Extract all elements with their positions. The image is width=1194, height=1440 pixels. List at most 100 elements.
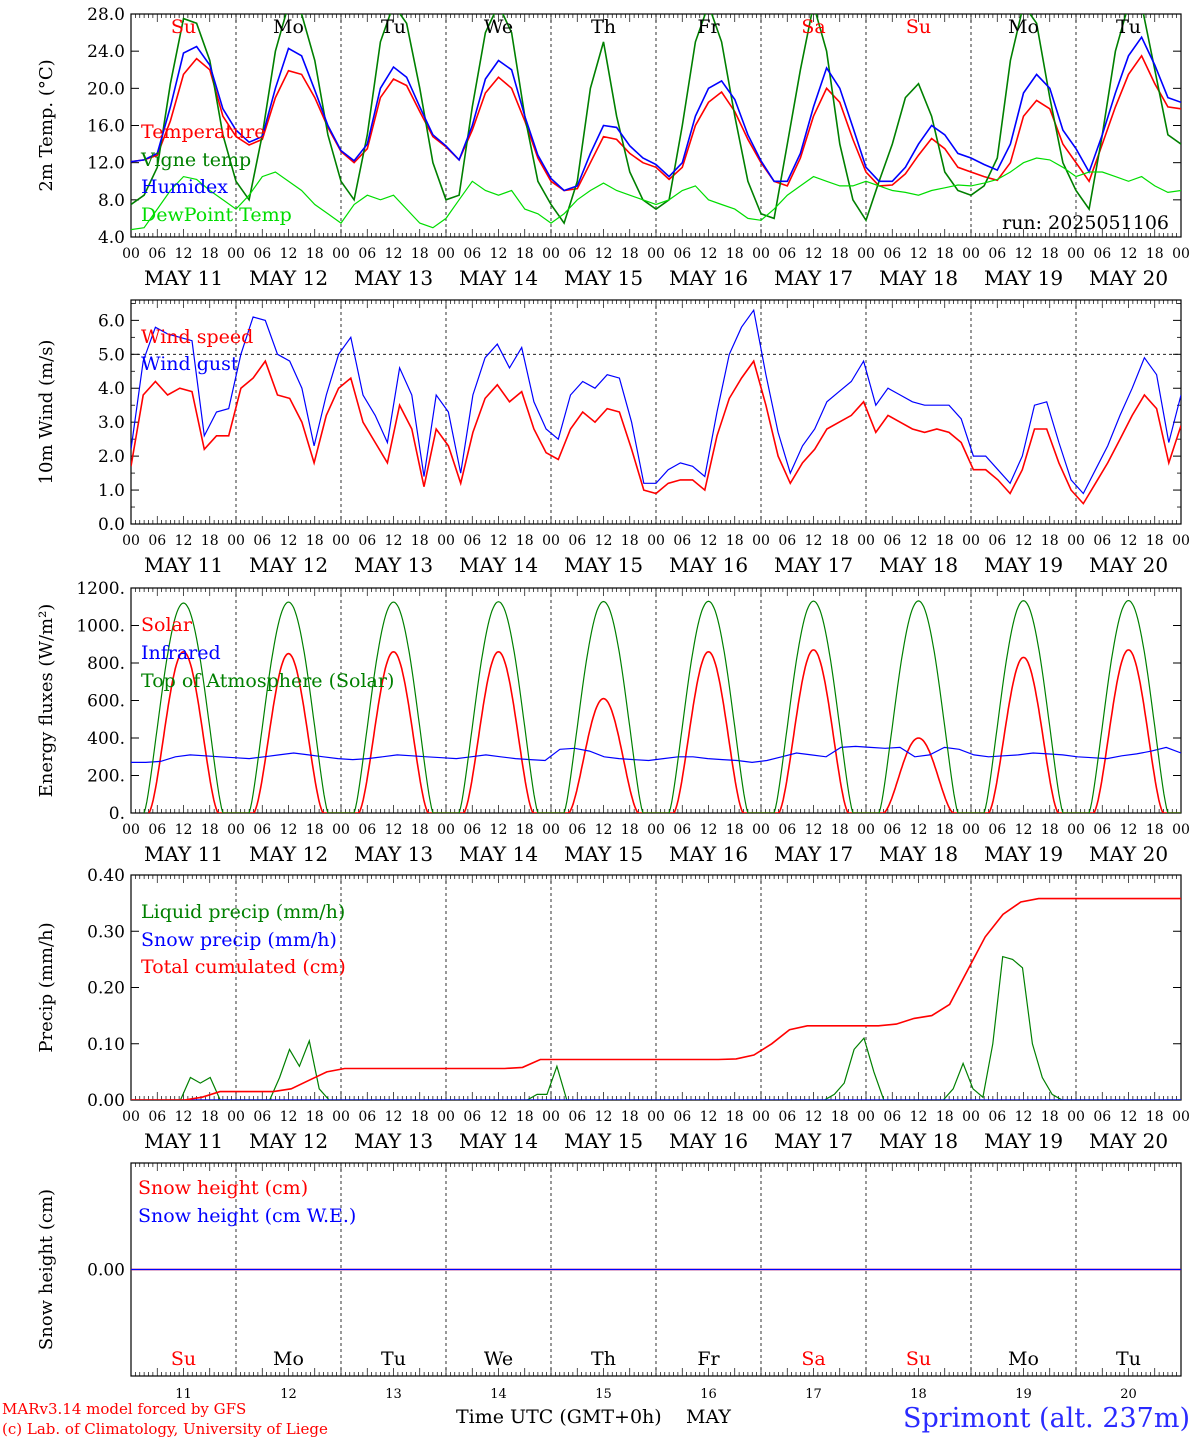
weekday-label: Mo <box>1008 1348 1039 1370</box>
weekday-label: Su <box>906 1348 931 1370</box>
weekday-label: Sa <box>801 16 825 38</box>
hour-label: 18 <box>201 533 219 549</box>
hour-label: 12 <box>385 246 403 262</box>
hour-label: 12 <box>910 246 928 262</box>
legend-entry: Total cumulated (cm) <box>141 956 346 978</box>
date-label: MAY 12 <box>249 553 328 577</box>
hour-label: 12 <box>595 246 613 262</box>
weekday-label: We <box>484 1348 513 1370</box>
day-number: 19 <box>1015 1387 1032 1402</box>
day-number: 13 <box>385 1387 402 1402</box>
hour-label: 18 <box>726 246 744 262</box>
hour-label: 12 <box>1120 246 1138 262</box>
y-tick-label: 0.0 <box>98 515 125 535</box>
hour-label: 12 <box>1015 822 1033 838</box>
hour-label: 18 <box>1146 533 1164 549</box>
hour-label: 18 <box>936 246 954 262</box>
date-label: MAY 20 <box>1089 266 1168 290</box>
hour-label: 06 <box>253 533 271 549</box>
series-group <box>131 308 1181 505</box>
date-label: MAY 18 <box>879 553 958 577</box>
hour-label: 18 <box>201 822 219 838</box>
hour-label: 12 <box>595 533 613 549</box>
hour-label: 00 <box>122 1109 140 1125</box>
date-label: MAY 19 <box>984 842 1063 866</box>
hour-label: 00 <box>647 822 665 838</box>
weekday-label: Fr <box>697 1348 720 1370</box>
hour-label: 18 <box>516 1109 534 1125</box>
hour-label: 12 <box>910 822 928 838</box>
y-tick-label: 2.0 <box>98 447 125 467</box>
hour-label: 18 <box>621 533 639 549</box>
hour-label: 06 <box>988 533 1006 549</box>
y-axis-title: Energy fluxes (W/m²) <box>36 604 57 798</box>
hour-label: 12 <box>385 1109 403 1125</box>
weekday-label: Tu <box>1116 1348 1141 1370</box>
hour-label: 06 <box>673 533 691 549</box>
hour-label: 00 <box>1067 1109 1085 1125</box>
hour-label: 00 <box>857 246 875 262</box>
date-label: MAY 13 <box>354 1129 433 1153</box>
hour-label: 00 <box>542 822 560 838</box>
hour-label: 00 <box>332 1109 350 1125</box>
hour-label: 12 <box>805 533 823 549</box>
y-axis-title: 2m Temp. (°C) <box>36 59 57 191</box>
y-tick-label: 0.40 <box>87 866 125 886</box>
y-tick-label: 16.0 <box>87 117 125 137</box>
hour-label: 06 <box>988 1109 1006 1125</box>
hour-label: 18 <box>936 533 954 549</box>
hour-label: 00 <box>962 246 980 262</box>
date-label: MAY 13 <box>354 553 433 577</box>
hour-label: 18 <box>411 533 429 549</box>
hour-label: 18 <box>411 246 429 262</box>
day-number: 12 <box>280 1387 297 1402</box>
hour-label: 06 <box>568 533 586 549</box>
y-axis-title: Precip (mm/h) <box>36 922 57 1052</box>
y-tick-label: 12.0 <box>87 154 125 174</box>
run-annotation: run: 2025051106 <box>1002 212 1169 234</box>
legend-entry: Solar <box>141 614 193 636</box>
hour-label: 12 <box>385 533 403 549</box>
hour-label: 12 <box>1120 1109 1138 1125</box>
series-line-wind-speed <box>131 359 1181 505</box>
hour-label: 18 <box>726 1109 744 1125</box>
hour-label: 06 <box>1093 246 1111 262</box>
hour-label: 18 <box>201 1109 219 1125</box>
weekday-label: Tu <box>381 16 406 38</box>
hour-label: 06 <box>463 533 481 549</box>
hour-label: 00 <box>542 246 560 262</box>
hour-label: 00 <box>227 822 245 838</box>
date-label: MAY 17 <box>774 842 853 866</box>
hour-label: 12 <box>805 822 823 838</box>
hour-label: 06 <box>358 246 376 262</box>
hour-label: 06 <box>778 533 796 549</box>
hour-label: 18 <box>1146 1109 1164 1125</box>
hour-label: 00 <box>1067 246 1085 262</box>
date-label: MAY 18 <box>879 266 958 290</box>
day-number: 11 <box>175 1387 192 1402</box>
weekday-label: Su <box>171 1348 196 1370</box>
hour-label: 18 <box>1146 246 1164 262</box>
hour-label: 06 <box>148 533 166 549</box>
date-label: MAY 14 <box>459 1129 538 1153</box>
weekday-label: We <box>484 16 513 38</box>
date-label: MAY 20 <box>1089 1129 1168 1153</box>
hour-label: 00 <box>752 246 770 262</box>
y-tick-label: 20.0 <box>87 79 125 99</box>
hour-label: 00 <box>122 822 140 838</box>
hour-label: 00 <box>122 246 140 262</box>
hour-label: 18 <box>516 822 534 838</box>
weekday-label: Sa <box>801 1348 825 1370</box>
hour-label: 12 <box>490 822 508 838</box>
hour-label: 06 <box>1093 1109 1111 1125</box>
hour-label: 06 <box>148 1109 166 1125</box>
date-label: MAY 16 <box>669 553 748 577</box>
hour-label: 06 <box>253 822 271 838</box>
hour-label: 00 <box>332 246 350 262</box>
hour-label: 12 <box>385 822 403 838</box>
date-label: MAY 11 <box>144 553 223 577</box>
hour-label: 18 <box>1146 822 1164 838</box>
hour-label: 00 <box>437 246 455 262</box>
date-label: MAY 15 <box>564 553 643 577</box>
